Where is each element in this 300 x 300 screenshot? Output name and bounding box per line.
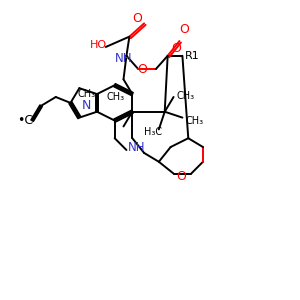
Text: R1: R1 [185, 51, 200, 61]
Text: CH₃: CH₃ [77, 89, 95, 99]
Text: CH₃: CH₃ [185, 116, 203, 126]
Text: O: O [132, 13, 142, 26]
Text: NH: NH [115, 52, 132, 65]
Text: NH: NH [128, 141, 146, 154]
Text: HO: HO [90, 40, 107, 50]
Text: CH₃: CH₃ [176, 91, 195, 100]
Text: CH₃: CH₃ [107, 92, 125, 102]
Text: O: O [138, 63, 148, 76]
Text: N: N [82, 99, 92, 112]
Text: O: O [172, 42, 182, 55]
Text: O: O [176, 170, 186, 183]
Text: •C: •C [17, 114, 33, 127]
Text: O: O [179, 23, 189, 36]
Text: H₃C: H₃C [144, 127, 162, 137]
